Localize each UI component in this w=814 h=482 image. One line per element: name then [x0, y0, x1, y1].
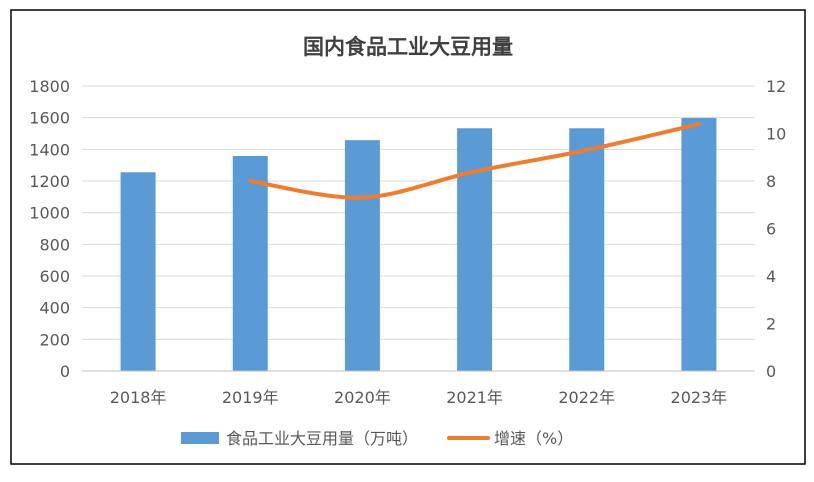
legend: 食品工业大豆用量（万吨） 增速（%）: [181, 429, 573, 448]
y-left-tick-label: 600: [39, 267, 70, 286]
y-left-tick-label: 1600: [29, 109, 70, 128]
bar: [232, 155, 268, 371]
legend-label-bar: 食品工业大豆用量（万吨）: [226, 429, 418, 448]
y-left-tick-label: 200: [39, 330, 70, 349]
chart-title: 国内食品工业大豆用量: [303, 35, 513, 59]
bar: [457, 128, 493, 371]
y-left-tick-label: 1000: [29, 204, 70, 223]
x-tick-label: 2020年: [334, 388, 391, 407]
y-left-tick-label: 0: [60, 362, 70, 381]
y-left-tick-label: 800: [39, 235, 70, 254]
y-left-tick-label: 1800: [29, 77, 70, 96]
axes: 0 200 400 600 800 1000 1200 1400 1600 1800 0 2 4 6 8 10…: [29, 77, 786, 407]
x-tick-label: 2018年: [110, 388, 167, 407]
y-left-tick-label: 1200: [29, 172, 70, 191]
y-right-tick-label: 10: [766, 125, 786, 144]
x-tick-label: 2022年: [558, 388, 615, 407]
x-tick-label: 2023年: [671, 388, 728, 407]
y-right-tick-label: 0: [766, 362, 776, 381]
bar: [569, 128, 605, 371]
y-left-tick-label: 1400: [29, 140, 70, 159]
x-tick-label: 2021年: [446, 388, 503, 407]
y-left-tick-label: 400: [39, 299, 70, 318]
y-right-tick-label: 12: [766, 77, 786, 96]
y-right-tick-label: 8: [766, 172, 776, 191]
y-right-tick-label: 4: [766, 267, 776, 286]
y-right-tick-label: 6: [766, 220, 776, 239]
x-tick-label: 2019年: [222, 388, 279, 407]
growth-line: [248, 122, 701, 200]
legend-label-line: 增速（%）: [494, 429, 573, 448]
line-series: [248, 122, 701, 200]
bar: [344, 140, 380, 371]
legend-swatch-bar: [181, 432, 219, 444]
y-right-tick-label: 2: [766, 315, 776, 334]
bar-series: [120, 117, 717, 371]
bar: [120, 172, 156, 371]
bar: [681, 117, 717, 371]
